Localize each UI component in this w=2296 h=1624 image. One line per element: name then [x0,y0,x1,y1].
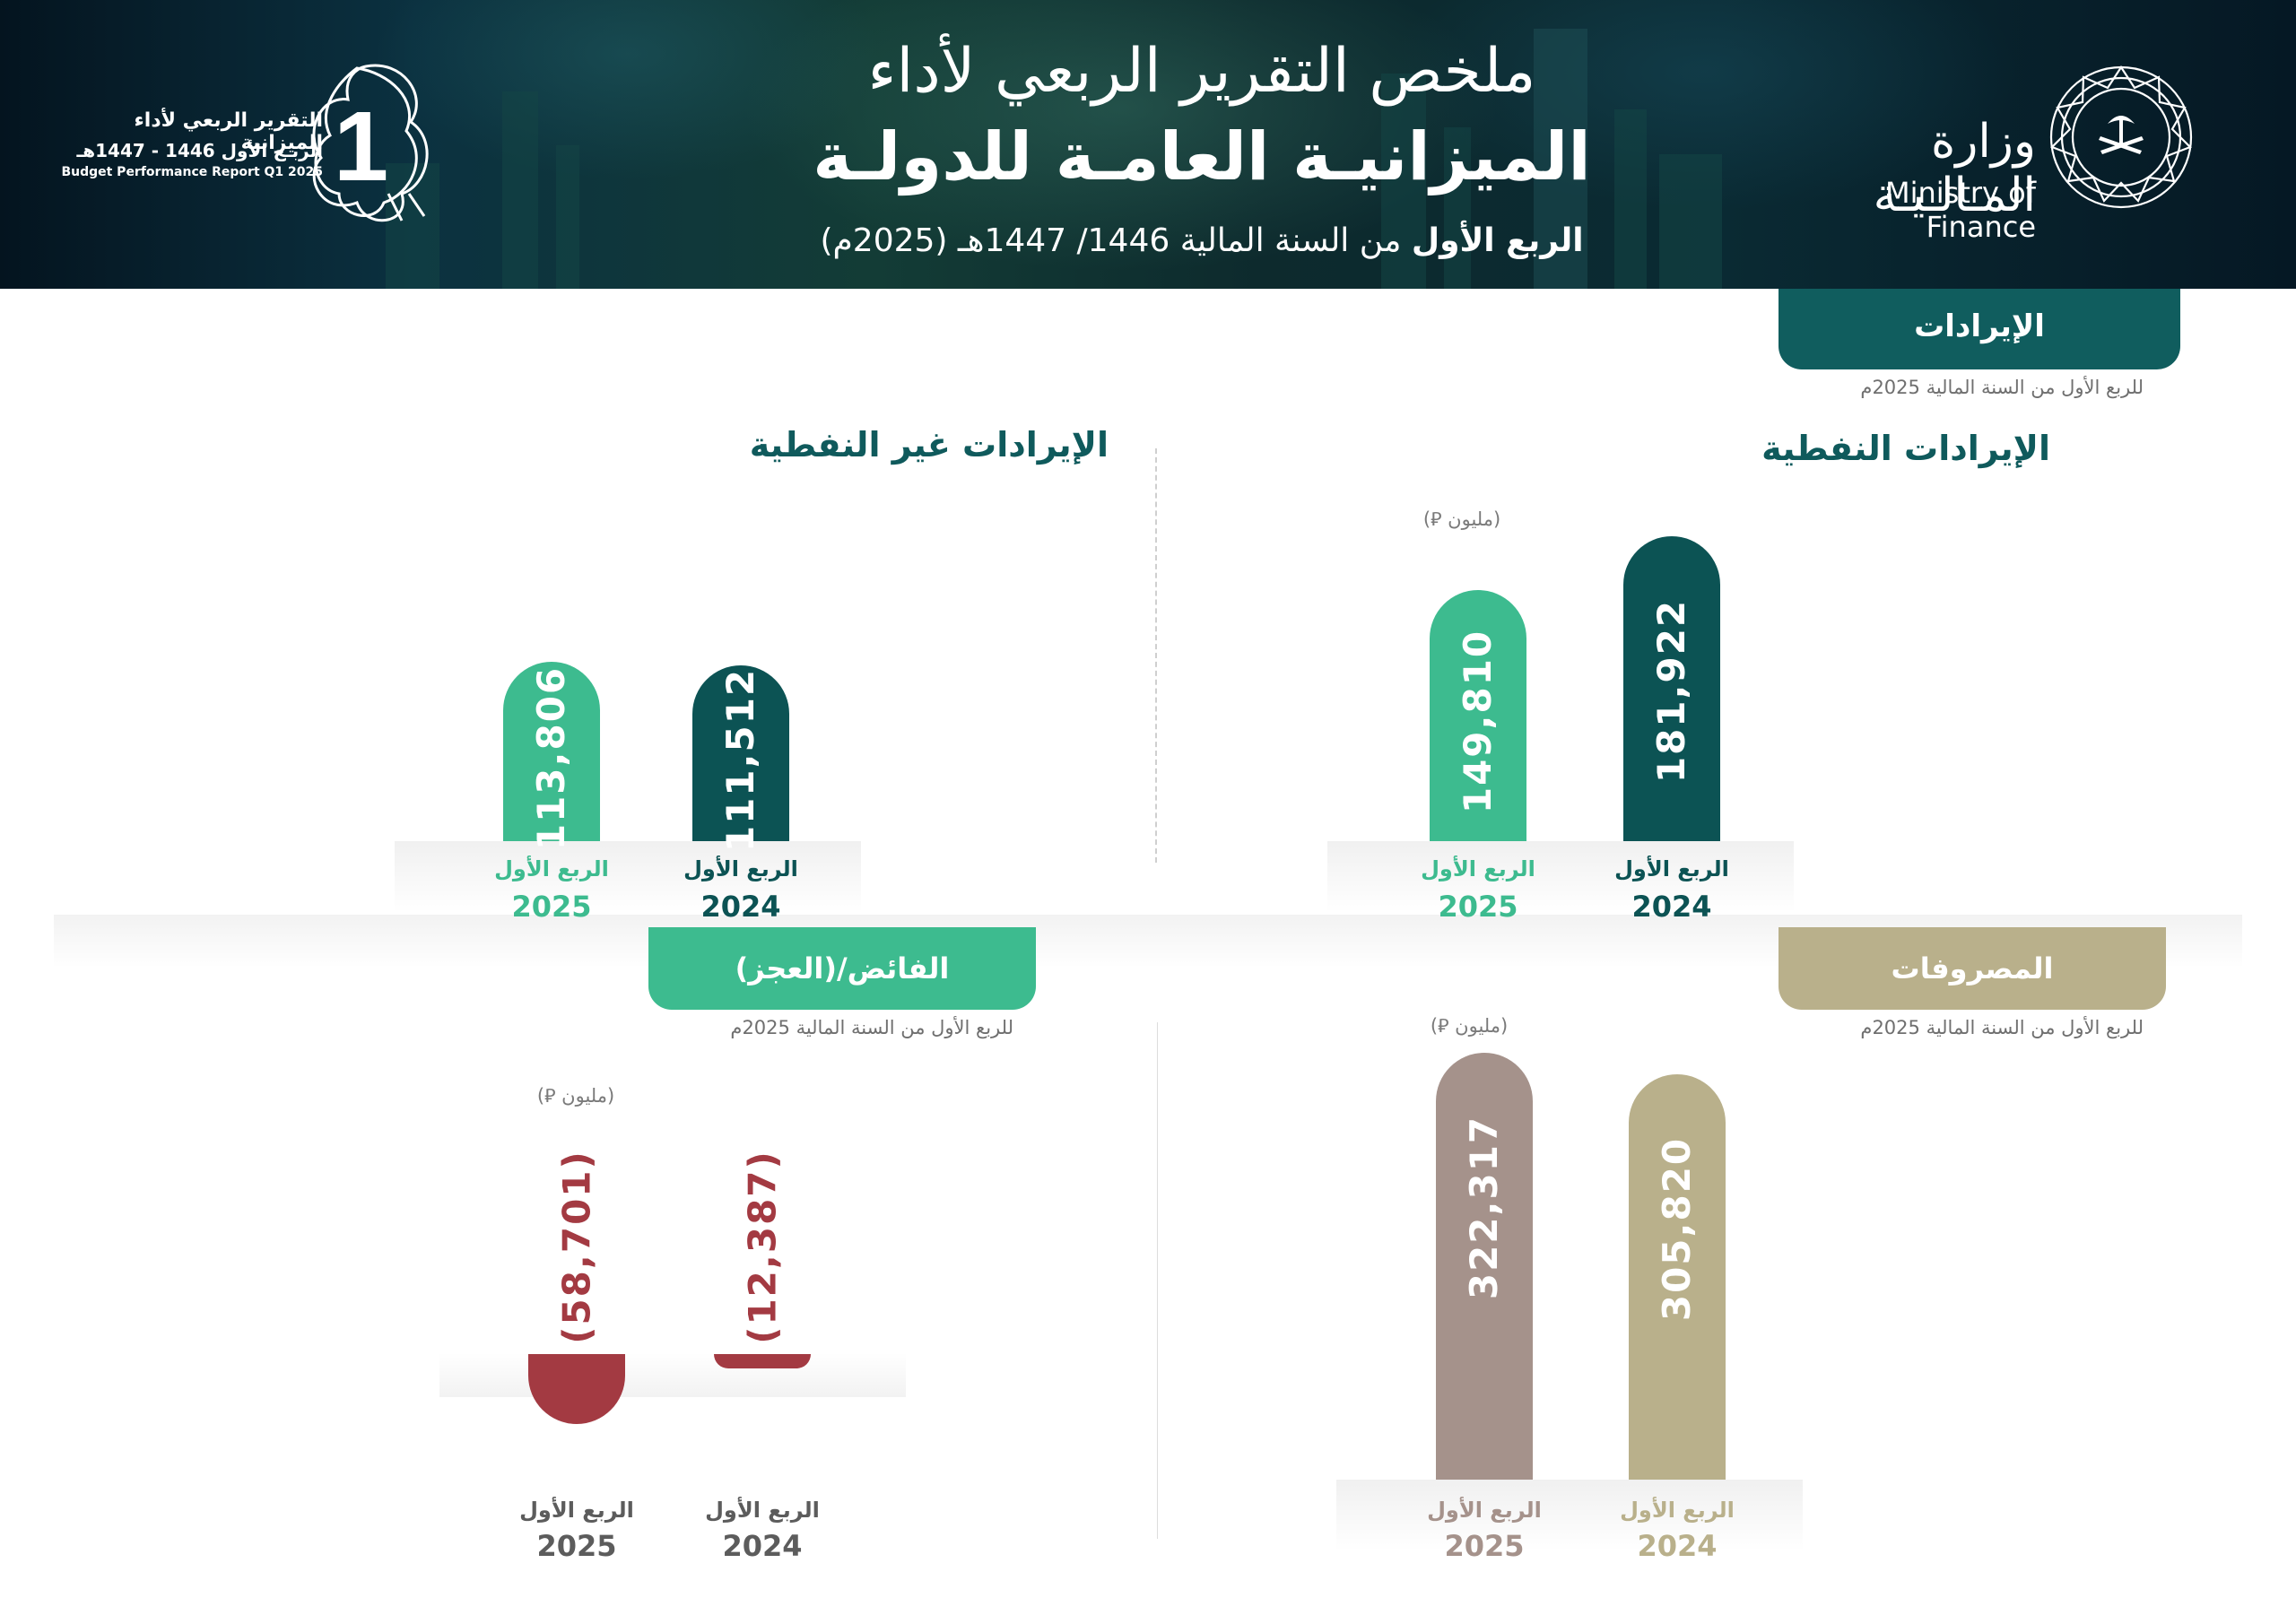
revenues-note: للربع الأول من السنة المالية 2025م [1860,377,2144,398]
report-badge-period: الربـع الأول 1446 - 1447هـ [76,140,323,161]
x-label-quarter: الربع الأول [1620,1498,1735,1523]
bar-value-label: 322,317 [1436,1073,1533,1342]
oil-revenue-unit: (مليون ⃁) [1422,508,1501,530]
bar-value-label: 111,512 [692,667,789,851]
ministry-name-en: Ministry of Finance [1885,176,2036,244]
bar-value-label: 113,806 [503,665,600,849]
bar-2024 [1629,1074,1726,1480]
surplus-deficit-note: للربع الأول من السنة المالية 2025م [730,1017,1013,1038]
x-label-quarter: الربع الأول [494,856,609,881]
x-label-year: 2025 [511,890,592,924]
header-title-line1: ملخص التقرير الربعي لأداء [867,36,1536,107]
subtitle-quarter: الربع الأول [1411,222,1584,259]
x-label-year: 2025 [1438,890,1518,924]
nonoil-revenue-title: الإيرادات غير النفطية [749,425,1109,465]
x-label-year: 2025 [1444,1529,1525,1563]
bar-value-text: 181,922 [1649,598,1694,783]
expenditures-note: للربع الأول من السنة المالية 2025م [1860,1017,2144,1038]
deficit-value-text: (58,701) [554,1149,599,1344]
x-label-quarter: الربع الأول [1421,856,1535,881]
bar-2024 [1623,536,1720,841]
bar-value-label: 149,810 [1430,610,1526,834]
subtitle-period: من السنة المالية 1446/ 1447هـ (2025م) [820,222,1412,259]
deficit-value-label: (12,387) [714,1150,811,1343]
bar-2025 [1430,590,1526,841]
bottom-divider [1157,1022,1158,1539]
surplus-deficit-unit: (مليون ⃁) [536,1085,615,1107]
report-badge-number: 1 [334,91,389,202]
revenue-divider [1155,448,1157,863]
x-label-quarter: الربع الأول [705,1498,820,1523]
nonoil-shelf [395,841,861,913]
oil-shelf [1327,841,1794,913]
deficit-value-text: (12,387) [740,1149,785,1344]
header-subtitle: الربع الأول من السنة المالية 1446/ 1447ه… [753,222,1650,259]
header-banner: ملخص التقرير الربعي لأداء الميزانيـة الع… [0,0,2296,289]
report-badge-title: التقرير الربعي لأداء الميزانية [134,109,323,154]
x-label-year: 2024 [722,1529,803,1563]
surplus-shelf [439,1352,906,1397]
x-label-year: 2024 [1637,1529,1718,1563]
bar-value-text: 305,820 [1655,1136,1700,1322]
deficit-bar-2024 [714,1354,811,1369]
bar-2025 [503,662,600,841]
expenditures-tab: المصروفات [1779,927,2166,1010]
bar-value-text: 322,317 [1462,1115,1507,1299]
bar-2024 [692,665,789,841]
bar-value-text: 149,810 [1456,630,1500,814]
x-label-year: 2024 [700,890,781,924]
bar-2025 [1436,1053,1533,1480]
surplus-deficit-tab: الفائض/(العجز) [648,927,1036,1010]
x-label-quarter: الربع الأول [1427,1498,1542,1523]
bar-value-text: 111,512 [718,667,763,852]
deficit-value-label: (58,701) [528,1150,625,1343]
deficit-bar-2025 [528,1354,625,1424]
ministry-emblem-icon [2049,65,2193,209]
report-badge-english: Budget Performance Report Q1 2025 [61,165,323,179]
bar-value-label: 181,922 [1623,556,1720,825]
expenditures-shelf [1336,1480,1803,1551]
header-title-line2: الميزانيـة العامـة للدولـة [813,118,1591,195]
x-label-quarter: الربع الأول [683,856,798,881]
bar-value-label: 305,820 [1629,1094,1726,1363]
x-label-quarter: الربع الأول [1614,856,1729,881]
report-badge-ribbon-icon [312,64,429,222]
ministry-name-ar: وزارة المـالـيـة [1873,115,2036,222]
x-label-year: 2024 [1631,890,1712,924]
oil-revenue-title: الإيرادات النفطية [1761,429,2050,468]
x-label-year: 2025 [536,1529,617,1563]
bar-value-text: 113,806 [529,665,574,850]
revenues-tab: الإيرادات [1779,289,2180,369]
expenditures-unit: (مليون ⃁) [1430,1015,1509,1037]
x-label-quarter: الربع الأول [519,1498,634,1523]
